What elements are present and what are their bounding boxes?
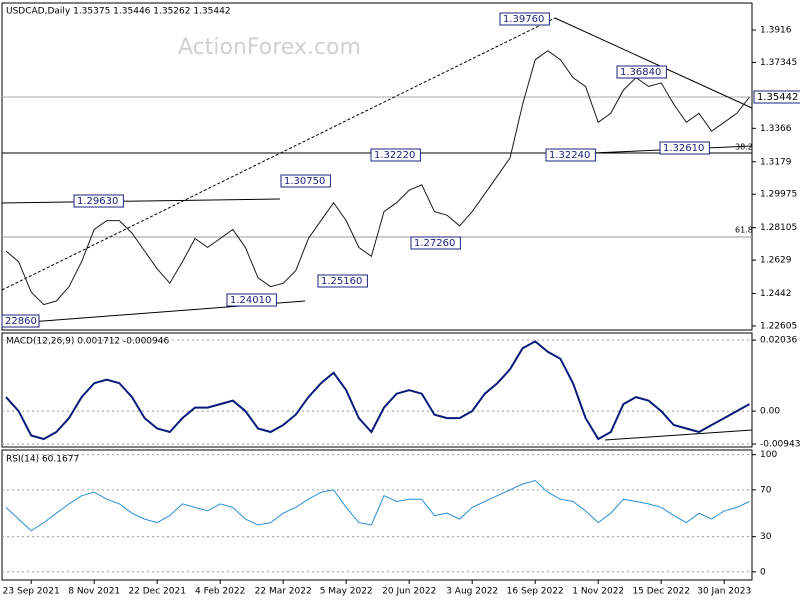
- series-line: [5, 479, 750, 532]
- price-label-box: [499, 12, 550, 26]
- price-label: 1.27260: [414, 238, 455, 249]
- price-label: 1.32610: [663, 143, 704, 154]
- price-label: 1.39760: [503, 14, 544, 25]
- y-tick-label: 1.3366: [760, 124, 792, 134]
- price-label-box: [1, 314, 40, 328]
- price-label: 1.32240: [549, 150, 590, 161]
- rsi-pane: [1, 449, 753, 581]
- y-tick-label: 1.2629: [760, 256, 792, 266]
- y-tick-label: 1.37345: [760, 58, 797, 68]
- header: USDCAD,Daily 1.35375 1.35446 1.35262 1.3…: [6, 7, 231, 17]
- x-tick-label: 22 Dec 2021: [128, 587, 186, 597]
- price-label-box: [659, 141, 710, 155]
- x-tick-label: 5 May 2022: [320, 587, 373, 597]
- x-tick-label: 30 Jan 2023: [697, 587, 751, 597]
- price-label-box: [753, 90, 800, 104]
- y-tick-label: 1.3179: [760, 157, 792, 167]
- price-label: 1.24010: [230, 295, 271, 306]
- x-tick-label: 22 Mar 2022: [255, 587, 312, 597]
- price-label: 1.30750: [284, 176, 325, 187]
- price-label-box: [370, 148, 421, 162]
- x-tick-label: 23 Sep 2021: [3, 587, 60, 597]
- trend-line: [1, 17, 556, 291]
- trend-line: [1, 198, 281, 204]
- price-label-box: [73, 194, 124, 208]
- y-tick-label: 1.2442: [760, 289, 792, 299]
- y-tick-label: 0: [760, 567, 766, 577]
- x-tick-label: 8 Nov 2021: [68, 587, 120, 597]
- y-tick-label: 30: [760, 532, 772, 542]
- watermark: ActionForex.com: [178, 35, 361, 60]
- macd-title: MACD(12,26,9) 0.001712 -0.000946: [6, 337, 169, 347]
- price-label-box: [317, 274, 368, 288]
- price-label-box: [616, 65, 667, 79]
- series-line: [5, 340, 750, 441]
- rsi-title: RSI(14) 60.1677: [6, 455, 79, 465]
- x-tick-label: 15 Dec 2022: [632, 587, 690, 597]
- price-label-box: [280, 174, 331, 188]
- y-tick-label: 70: [760, 485, 772, 495]
- y-tick-label: 0.00: [760, 407, 780, 417]
- y-tick-label: 1.22605: [760, 321, 797, 331]
- price-pane: [1, 2, 753, 331]
- price-label-box: [226, 293, 277, 307]
- macd-pane: [1, 332, 753, 448]
- y-tick-label: 1.3916: [760, 25, 792, 35]
- fib-label: 61.8: [735, 226, 753, 235]
- x-tick-label: 3 Aug 2022: [446, 587, 498, 597]
- y-tick-label: 1.28105: [760, 223, 797, 233]
- price-label-box: [545, 148, 596, 162]
- y-tick-label: 0.02036: [760, 336, 797, 346]
- price-label: 1.25160: [321, 276, 362, 287]
- price-label: 22860: [5, 316, 37, 327]
- x-tick-label: 1 Nov 2022: [572, 587, 624, 597]
- fib-label: 38.2: [735, 143, 753, 152]
- y-tick-label: 1.29975: [760, 190, 797, 200]
- price-label: 1.29630: [77, 196, 118, 207]
- price-label: 1.32220: [374, 150, 415, 161]
- y-tick-label: -0.009438: [760, 439, 800, 449]
- price-label-box: [410, 236, 461, 250]
- price-label: 1.35442: [757, 92, 798, 103]
- x-tick-label: 16 Sep 2022: [507, 587, 564, 597]
- x-tick-label: 4 Feb 2022: [195, 587, 245, 597]
- x-tick-label: 20 Jun 2022: [382, 587, 436, 597]
- series-line: [5, 50, 750, 306]
- y-tick-label: 100: [760, 450, 777, 460]
- trend-line: [604, 429, 753, 441]
- trend-line: [554, 17, 753, 109]
- price-label: 1.36840: [620, 67, 661, 78]
